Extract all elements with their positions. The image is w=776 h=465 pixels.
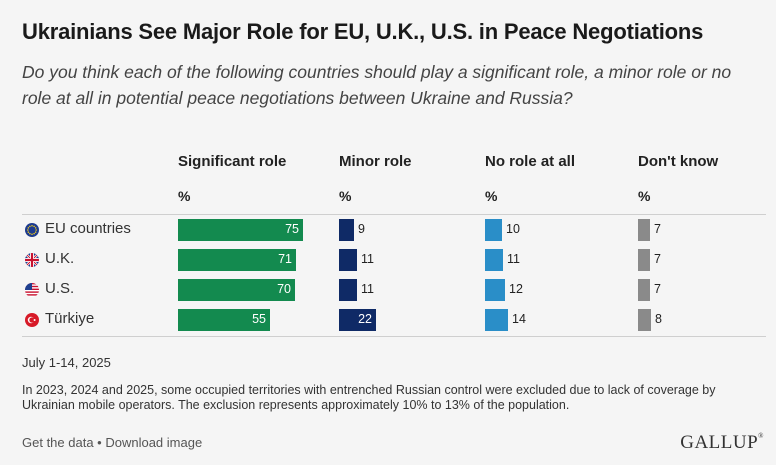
table-bottom-rule	[22, 336, 766, 337]
table-row: U.K. 71 11 11 7	[22, 245, 766, 275]
download-image-link[interactable]: Download image	[105, 435, 203, 450]
bar-significant-role	[178, 249, 296, 271]
data-label-significant-role: 71	[278, 252, 292, 266]
table-row: Türkiye 55 22 14 8	[22, 305, 766, 335]
bar-minor-role	[339, 279, 357, 301]
footer-links: Get the data • Download image	[22, 435, 202, 450]
bar-significant-role	[178, 279, 295, 301]
data-label-minor-role: 22	[358, 312, 372, 326]
bar-no-role	[485, 219, 502, 241]
data-label-minor-role: 11	[361, 282, 374, 296]
column-header-no-role: No role at all	[485, 153, 576, 170]
bar-no-role	[485, 309, 508, 331]
bar-dont-know	[638, 309, 651, 331]
bar-dont-know	[638, 219, 650, 241]
data-label-dont-know: 8	[655, 312, 662, 326]
bar-significant-role	[178, 219, 303, 241]
percent-unit-label: %	[638, 188, 651, 204]
data-label-dont-know: 7	[654, 252, 661, 266]
row-label: U.S.	[45, 280, 75, 297]
footnote: In 2023, 2024 and 2025, some occupied te…	[22, 383, 716, 412]
data-label-dont-know: 7	[654, 222, 661, 236]
data-label-no-role: 10	[506, 222, 520, 236]
bar-no-role	[485, 279, 505, 301]
percent-unit-label: %	[339, 188, 352, 204]
bar-significant-role	[178, 309, 270, 331]
data-label-significant-role: 70	[277, 282, 291, 296]
column-header-dont-know: Don't know	[638, 153, 719, 170]
us-flag-icon	[25, 283, 39, 297]
data-label-no-role: 11	[507, 252, 520, 266]
data-label-no-role: 14	[512, 312, 526, 326]
data-label-significant-role: 55	[252, 312, 266, 326]
gallup-logo-text: GALLUP	[680, 432, 759, 453]
data-label-no-role: 12	[509, 282, 523, 296]
bar-minor-role	[339, 219, 354, 241]
data-label-dont-know: 7	[654, 282, 661, 296]
data-label-significant-role: 75	[285, 222, 299, 236]
uk-flag-icon	[25, 253, 39, 267]
data-label-minor-role: 11	[361, 252, 374, 266]
table-row: U.S. 70 11 12 7	[22, 275, 766, 305]
eu-flag-icon	[25, 223, 39, 237]
data-label-minor-role: 9	[358, 222, 365, 236]
chart-subtitle: Do you think each of the following count…	[22, 62, 732, 108]
percent-unit-label: %	[178, 188, 191, 204]
percent-unit-label: %	[485, 188, 498, 204]
column-header-minor-role: Minor role	[339, 153, 412, 170]
table-row: EU countries 75 9 10 7	[22, 215, 766, 245]
row-label: Türkiye	[45, 310, 95, 327]
gallup-logo: GALLUP®	[680, 432, 764, 454]
turkiye-flag-icon	[25, 313, 39, 327]
get-data-link[interactable]: Get the data	[22, 435, 94, 450]
bar-dont-know	[638, 249, 650, 271]
link-separator: •	[93, 435, 106, 450]
bar-dont-know	[638, 279, 650, 301]
bar-minor-role	[339, 249, 357, 271]
bar-minor-role	[339, 309, 376, 331]
bar-no-role	[485, 249, 503, 271]
row-label: EU countries	[45, 220, 131, 237]
registered-mark: ®	[758, 432, 764, 440]
survey-date: July 1-14, 2025	[22, 355, 111, 370]
row-label: U.K.	[45, 250, 75, 267]
table-top-rule	[22, 214, 766, 215]
chart-title: Ukrainians See Major Role for EU, U.K., …	[22, 19, 704, 44]
column-header-significant-role: Significant role	[178, 153, 287, 170]
